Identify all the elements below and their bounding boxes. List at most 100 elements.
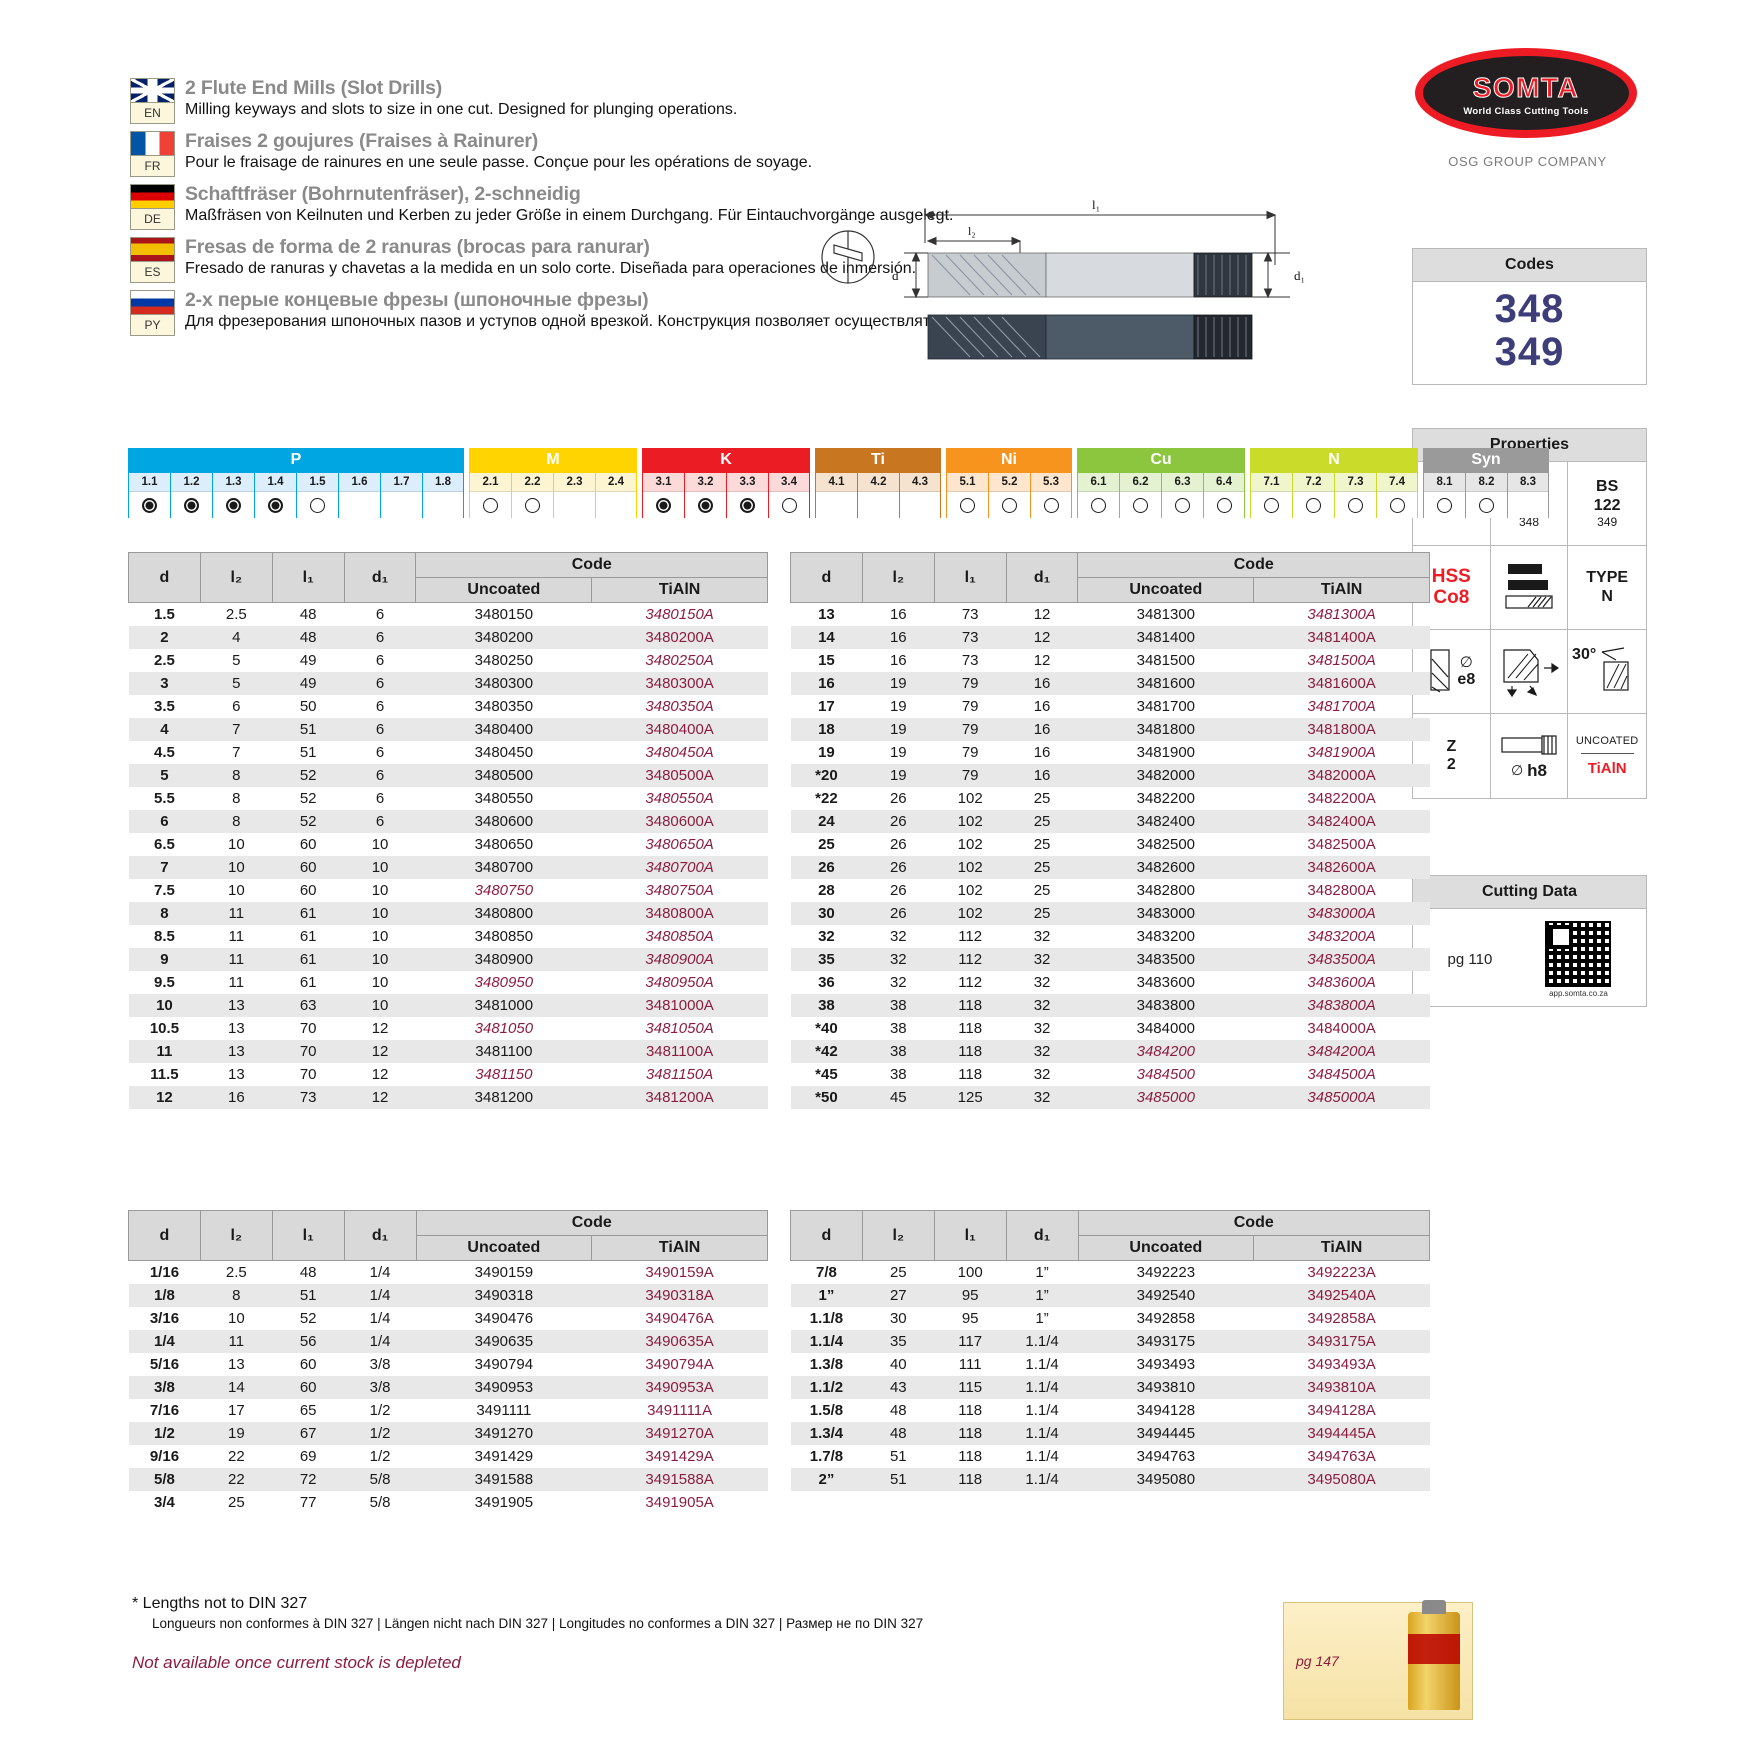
cell-uncoated-code[interactable]: 3484200 [1077, 1040, 1254, 1063]
table-row[interactable]: 3/8 14 60 3/8 3490953 3490953A [128, 1376, 768, 1399]
cell-tialn-code[interactable]: 3490635A [591, 1330, 768, 1353]
table-row[interactable]: 7.5 10 60 10 3480750 3480750A [129, 879, 768, 902]
table-row[interactable]: 1/8 8 51 1/4 3490318 3490318A [128, 1284, 768, 1307]
table-row[interactable]: 9.5 11 61 10 3480950 3480950A [129, 971, 768, 994]
cell-uncoated-code[interactable]: 3491588 [416, 1468, 592, 1491]
cell-tialn-code[interactable]: 3482000A [1253, 764, 1430, 787]
cell-uncoated-code[interactable]: 3481800 [1077, 718, 1254, 741]
cell-uncoated-code[interactable]: 3493493 [1136, 1356, 1196, 1373]
table-row[interactable]: *22 26 102 25 3482200 3482200A [791, 787, 1430, 810]
cell-uncoated-code[interactable]: 3494763 [1136, 1448, 1196, 1465]
cell-tialn-code[interactable]: 3492540A [1253, 1284, 1430, 1307]
table-row[interactable]: 1.1/4 35 117 1.1/4 3493175 3493175A [790, 1330, 1430, 1353]
table-row[interactable]: 28 26 102 25 3482800 3482800A [791, 879, 1430, 902]
table-row[interactable]: 1/4 11 56 1/4 3490635 3490635A [128, 1330, 768, 1353]
cell-uncoated-code[interactable]: 3481050 [474, 1020, 534, 1037]
cell-tialn-code[interactable]: 3490476A [645, 1310, 714, 1327]
cell-tialn-code[interactable]: 3480550A [645, 790, 714, 807]
cell-tialn-code[interactable]: 3480600A [591, 810, 768, 833]
table-row[interactable]: 3/4 25 77 5/8 3491905 3491905A [129, 1491, 768, 1514]
cell-uncoated-code[interactable]: 3480650 [474, 836, 534, 853]
cell-tialn-code[interactable]: 3480650A [645, 836, 714, 853]
cell-uncoated-code[interactable]: 3490476 [474, 1310, 534, 1327]
cell-tialn-code[interactable]: 3483500A [1253, 948, 1430, 971]
cell-uncoated-code[interactable]: 3481900 [1136, 744, 1196, 761]
cell-uncoated-code[interactable]: 3480300 [415, 672, 592, 695]
cell-tialn-code[interactable]: 3480200A [591, 626, 768, 649]
cell-tialn-code[interactable]: 3481300A [1307, 606, 1376, 623]
cell-uncoated-code[interactable]: 3480450 [474, 744, 534, 761]
cell-uncoated-code[interactable]: 3482000 [1077, 764, 1254, 787]
table-row[interactable]: 9/16 22 69 1/2 3491429 3491429A [129, 1445, 768, 1468]
promo-spray-can-block[interactable]: pg 147 [1283, 1600, 1473, 1720]
cell-tialn-code[interactable]: 3480900A [591, 948, 768, 971]
cell-uncoated-code[interactable]: 3481500 [1136, 652, 1196, 669]
cell-tialn-code[interactable]: 3482400A [1253, 810, 1430, 833]
cell-tialn-code[interactable]: 3491111A [647, 1402, 713, 1419]
cell-tialn-code[interactable]: 3495080A [1253, 1468, 1430, 1491]
cell-tialn-code[interactable]: 3480850A [645, 928, 714, 945]
cell-uncoated-code[interactable]: 3483500 [1077, 948, 1254, 971]
cell-tialn-code[interactable]: 3483800A [1253, 994, 1430, 1017]
cell-uncoated-code[interactable]: 3484500 [1136, 1066, 1196, 1083]
cell-tialn-code[interactable]: 3494445A [1253, 1422, 1430, 1445]
cell-tialn-code[interactable]: 3480950A [645, 974, 714, 991]
cell-tialn-code[interactable]: 3492223A [1307, 1264, 1376, 1281]
table-row[interactable]: 1.5/8 48 118 1.1/4 3494128 3494128A [791, 1399, 1430, 1422]
cell-tialn-code[interactable]: 3484500A [1307, 1066, 1376, 1083]
table-row[interactable]: 6 8 52 6 3480600 3480600A [128, 810, 768, 833]
cell-uncoated-code[interactable]: 3481100 [415, 1040, 592, 1063]
cell-uncoated-code[interactable]: 3482500 [1136, 836, 1196, 853]
cell-tialn-code[interactable]: 3491588A [591, 1468, 768, 1491]
table-row[interactable]: 1.1/2 43 115 1.1/4 3493810 3493810A [790, 1376, 1430, 1399]
cell-tialn-code[interactable]: 3490159A [645, 1264, 714, 1281]
cell-uncoated-code[interactable]: 3480950 [474, 974, 534, 991]
cell-tialn-code[interactable]: 3481800A [1253, 718, 1430, 741]
table-row[interactable]: 2” 51 118 1.1/4 3495080 3495080A [790, 1468, 1430, 1491]
table-row[interactable]: 32 32 112 32 3483200 3483200A [791, 925, 1430, 948]
cell-uncoated-code[interactable]: 3481300 [1136, 606, 1196, 623]
cell-uncoated-code[interactable]: 3483800 [1077, 994, 1254, 1017]
cell-uncoated-code[interactable]: 3484000 [1136, 1020, 1196, 1037]
cell-tialn-code[interactable]: 3485000A [1253, 1086, 1430, 1109]
cell-tialn-code[interactable]: 3481000A [591, 994, 768, 1017]
table-row[interactable]: 1.7/8 51 118 1.1/4 3494763 3494763A [791, 1445, 1430, 1468]
cell-uncoated-code[interactable]: 3481700 [1136, 698, 1196, 715]
table-row[interactable]: 5/16 13 60 3/8 3490794 3490794A [129, 1353, 768, 1376]
cell-uncoated-code[interactable]: 3490159 [474, 1264, 534, 1281]
table-row[interactable]: 7 10 60 10 3480700 3480700A [128, 856, 768, 879]
table-row[interactable]: 5.5 8 52 6 3480550 3480550A [129, 787, 768, 810]
cell-tialn-code[interactable]: 3481600A [1253, 672, 1430, 695]
table-row[interactable]: 1/16 2.5 48 1/4 3490159 3490159A [129, 1261, 768, 1285]
cell-uncoated-code[interactable]: 3480850 [474, 928, 534, 945]
table-row[interactable]: 1.3/4 48 118 1.1/4 3494445 3494445A [790, 1422, 1430, 1445]
cell-uncoated-code[interactable]: 3481600 [1077, 672, 1254, 695]
cell-uncoated-code[interactable]: 3482600 [1077, 856, 1254, 879]
table-row[interactable]: *20 19 79 16 3482000 3482000A [790, 764, 1430, 787]
table-row[interactable]: 7/8 25 100 1” 3492223 3492223A [791, 1261, 1430, 1285]
cell-tialn-code[interactable]: 3481700A [1307, 698, 1376, 715]
cell-tialn-code[interactable]: 3481900A [1307, 744, 1376, 761]
cell-tialn-code[interactable]: 3480250A [645, 652, 714, 669]
table-row[interactable]: 7/16 17 65 1/2 3491111 3491111A [129, 1399, 768, 1422]
qr-code-icon[interactable] [1545, 921, 1612, 987]
table-row[interactable]: 12 16 73 12 3481200 3481200A [128, 1086, 768, 1109]
cell-tialn-code[interactable]: 3484200A [1253, 1040, 1430, 1063]
table-row[interactable]: 2.5 5 49 6 3480250 3480250A [129, 649, 768, 672]
cell-uncoated-code[interactable]: 3490635 [416, 1330, 592, 1353]
cell-tialn-code[interactable]: 3481500A [1307, 652, 1376, 669]
table-row[interactable]: 26 26 102 25 3482600 3482600A [790, 856, 1430, 879]
table-row[interactable]: 10.5 13 70 12 3481050 3481050A [129, 1017, 768, 1040]
cell-uncoated-code[interactable]: 3490794 [474, 1356, 534, 1373]
cell-uncoated-code[interactable]: 3481200 [415, 1086, 592, 1109]
cell-uncoated-code[interactable]: 3480150 [474, 606, 534, 623]
cell-uncoated-code[interactable]: 3480350 [474, 698, 534, 715]
cell-tialn-code[interactable]: 3490318A [591, 1284, 768, 1307]
table-row[interactable]: 4.5 7 51 6 3480450 3480450A [129, 741, 768, 764]
table-row[interactable]: 1.1/8 30 95 1” 3492858 3492858A [791, 1307, 1430, 1330]
table-row[interactable]: *42 38 118 32 3484200 3484200A [790, 1040, 1430, 1063]
cell-uncoated-code[interactable]: 3482200 [1136, 790, 1196, 807]
cell-tialn-code[interactable]: 3491905A [645, 1494, 714, 1511]
cell-tialn-code[interactable]: 3491429A [645, 1448, 714, 1465]
cell-uncoated-code[interactable]: 3480700 [415, 856, 592, 879]
